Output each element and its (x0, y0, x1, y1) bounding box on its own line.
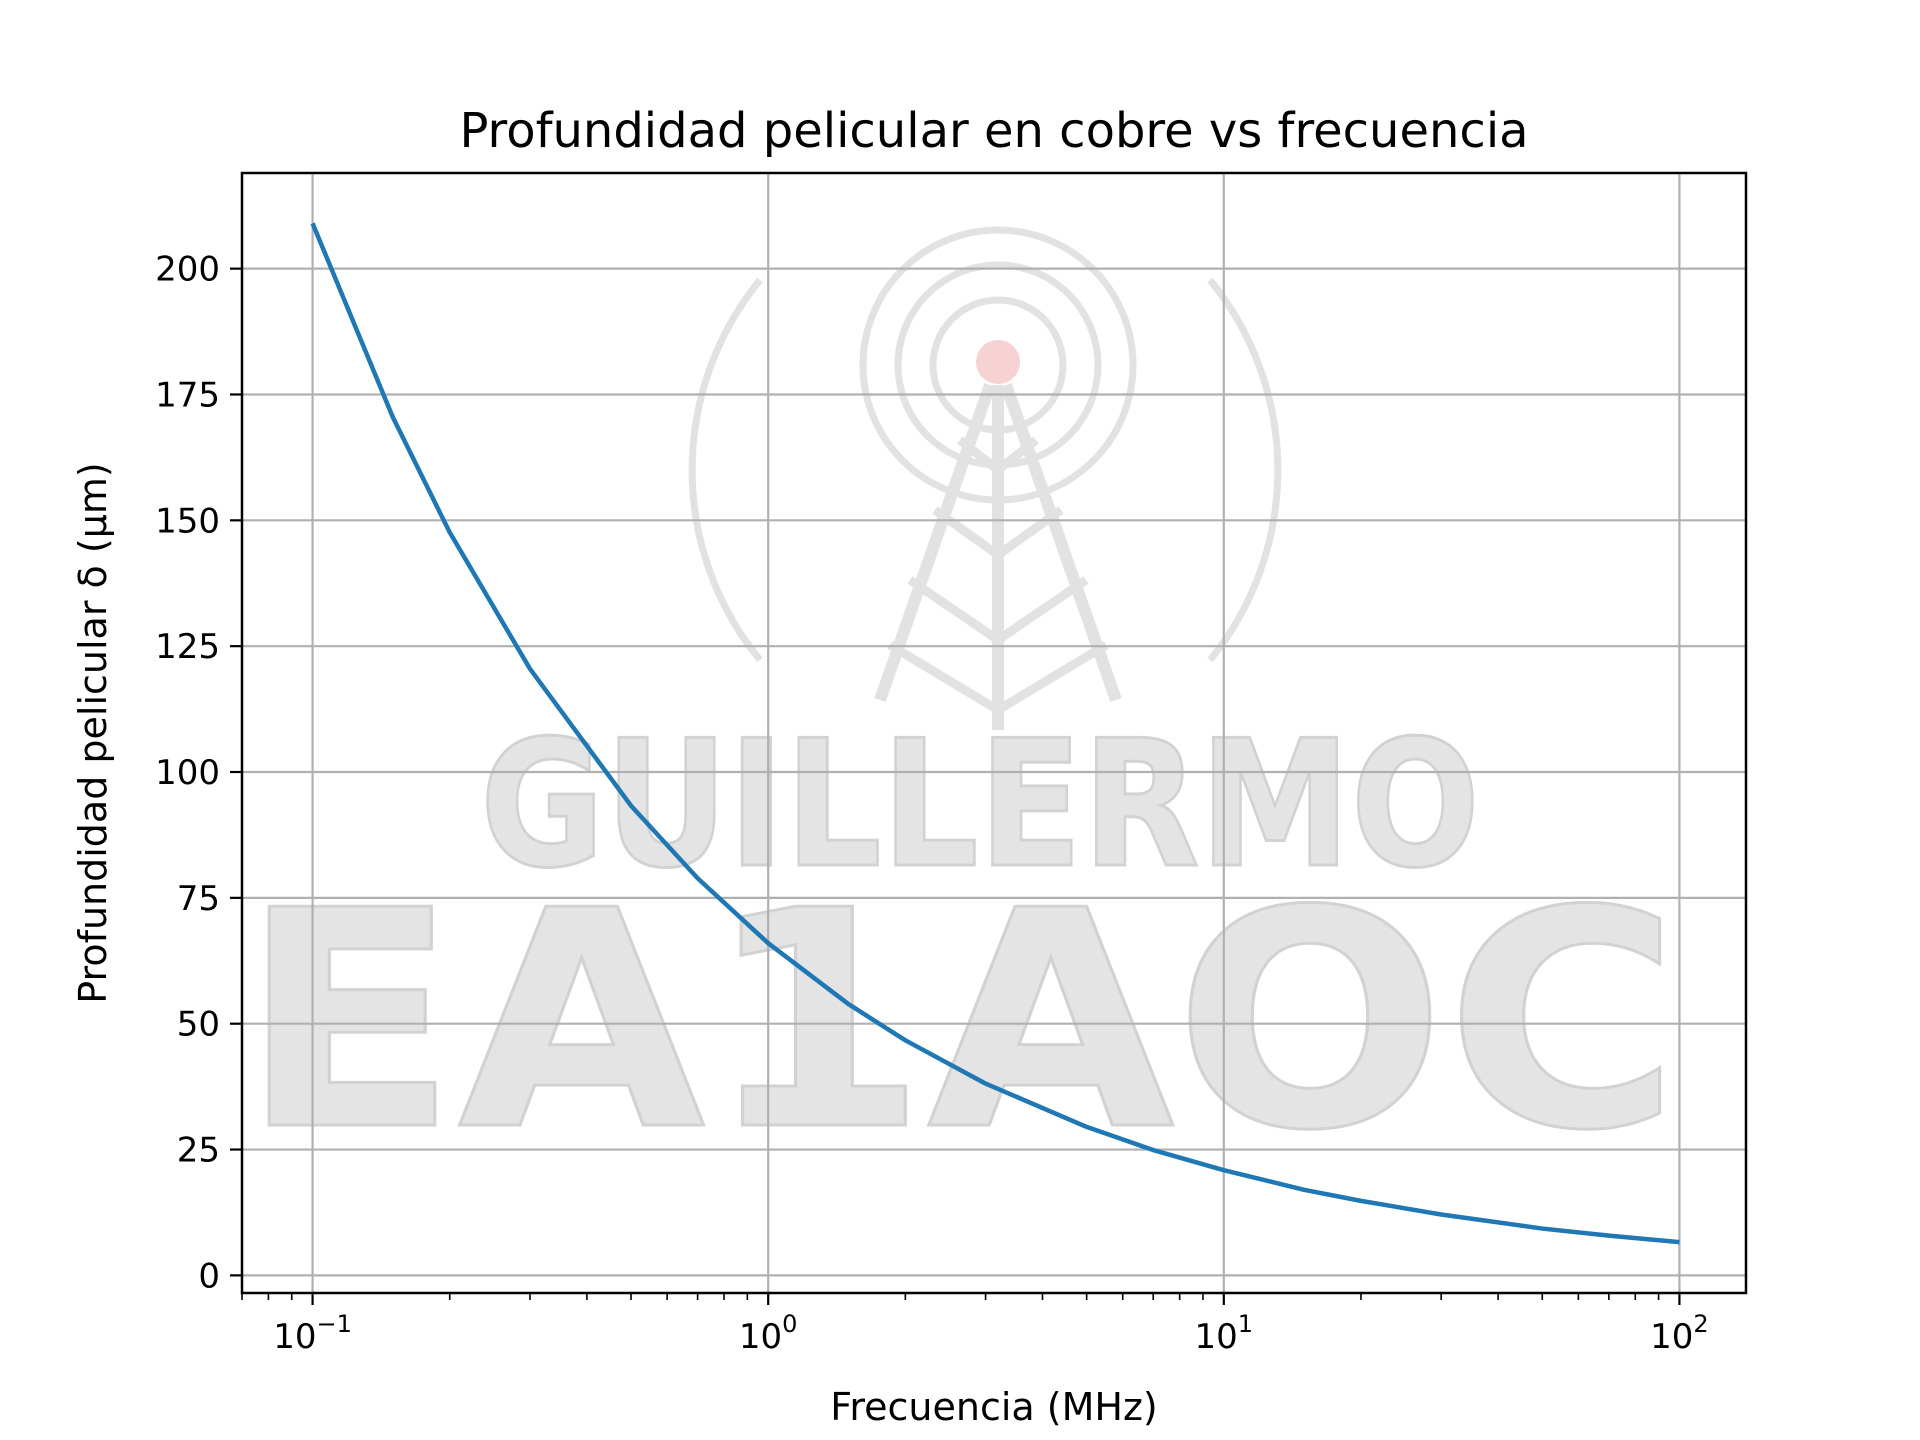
x-tick-label: 100 (739, 1310, 798, 1357)
radio-tower-icon (688, 226, 1282, 730)
y-axis: 0 25 50 75 100 125 150 175 200 (155, 250, 242, 1296)
y-tick-label: 0 (198, 1256, 220, 1296)
y-tick-label: 100 (155, 753, 220, 793)
series-layer (310, 222, 1680, 1245)
y-tick-label: 75 (177, 879, 220, 919)
x-axis-label: Frecuencia (MHz) (830, 1385, 1157, 1429)
chart-title: Profundidad pelicular en cobre vs frecue… (459, 103, 1528, 159)
y-tick-label: 150 (155, 501, 220, 541)
y-tick-label: 50 (177, 1005, 220, 1045)
watermark-name: GUILLERMO (480, 704, 1480, 907)
y-tick-label: 200 (155, 250, 220, 290)
x-tick-label: 10−1 (273, 1310, 352, 1357)
x-axis: 10−1 100 101 102 (241, 1293, 1709, 1357)
y-tick-label: 125 (155, 627, 220, 667)
watermark-callsign: EA1AOC (240, 847, 1680, 1196)
plot-frame (240, 171, 1748, 1295)
y-tick-label: 25 (177, 1131, 220, 1171)
x-tick-label: 101 (1195, 1310, 1254, 1357)
series-line-0 (310, 222, 1680, 1245)
grid-lines (242, 173, 1746, 1293)
x-tick-label: 102 (1650, 1310, 1709, 1357)
y-axis-label: Profundidad pelicular δ (μm) (71, 462, 115, 1003)
y-tick-label: 175 (155, 375, 220, 415)
watermark-logo: GUILLERMO EA1AOC (239, 226, 1682, 1198)
